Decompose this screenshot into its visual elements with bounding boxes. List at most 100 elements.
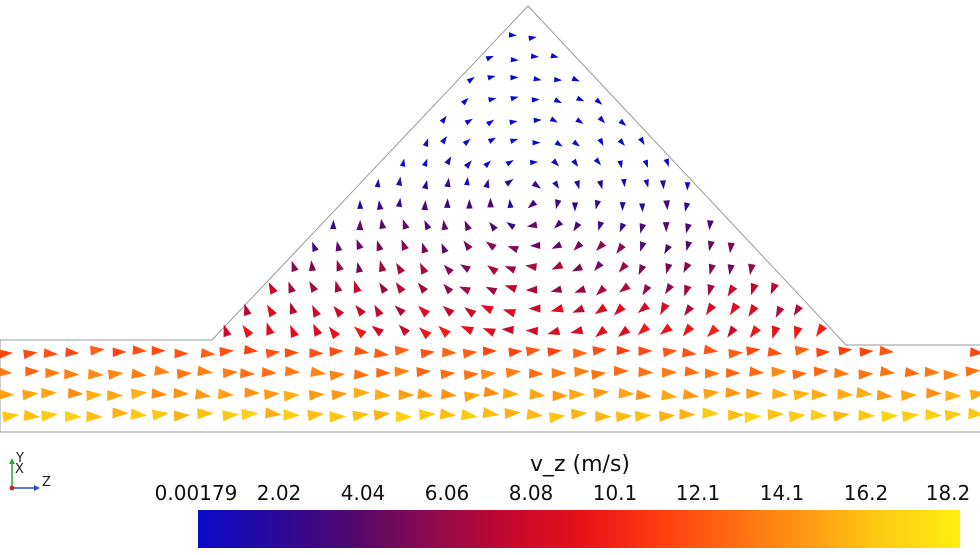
vector-glyph (729, 302, 741, 316)
vector-glyph (749, 366, 765, 377)
vector-glyph (575, 117, 584, 124)
vector-glyph (22, 389, 39, 401)
vector-glyph (551, 241, 563, 249)
vector-glyph (638, 136, 645, 145)
vector-glyph (793, 325, 803, 340)
vector-glyph (525, 263, 537, 271)
vector-glyph (0, 349, 14, 359)
vector-glyph (504, 178, 514, 187)
vector-glyph (746, 388, 763, 400)
vector-glyph (749, 325, 761, 339)
vector-glyph (613, 303, 626, 316)
vector-glyph (466, 199, 473, 209)
vector-glyph (616, 345, 631, 356)
vector-glyph (810, 409, 828, 421)
vector-glyph (334, 280, 343, 293)
vector-glyph (682, 323, 695, 337)
vector-glyph (811, 389, 828, 400)
vector-glyph (508, 347, 523, 358)
vector-glyph (23, 349, 38, 360)
axis-label-z: Z (42, 475, 51, 490)
vector-glyph (527, 199, 538, 209)
vector-glyph (396, 262, 406, 275)
axes-triad-icon (9, 458, 40, 491)
vector-glyph (684, 202, 691, 212)
vector-glyph (464, 176, 470, 186)
colorbar-gradient[interactable] (198, 510, 960, 548)
vector-glyph (398, 389, 415, 401)
vector-glyph (551, 158, 560, 167)
vector-glyph (750, 282, 759, 296)
vector-glyph (357, 199, 364, 209)
vector-glyph (460, 264, 471, 273)
vector-glyph (617, 138, 625, 146)
vector-glyph (682, 389, 699, 400)
vector-glyph (0, 366, 13, 377)
vector-glyph (592, 346, 608, 356)
vector-glyph (482, 407, 500, 419)
vector-glyph (462, 138, 471, 147)
vector-glyph (291, 260, 299, 273)
vector-glyph (635, 389, 652, 401)
vector-glyph (708, 263, 716, 275)
vector-glyph (569, 388, 586, 400)
vector-glyph (727, 264, 735, 276)
vector-glyph (707, 240, 715, 252)
vector-glyph (615, 411, 633, 423)
vector-glyph (507, 198, 514, 209)
vector-glyph (43, 348, 59, 359)
vector-glyph (509, 119, 518, 126)
vector-glyph (353, 387, 370, 399)
vector-glyph (748, 263, 756, 276)
vector-glyph (394, 345, 410, 356)
vector-glyph (617, 325, 631, 337)
vector-glyph (793, 304, 804, 317)
vector-glyph (480, 304, 494, 315)
vector-glyph (661, 389, 678, 401)
vector-glyph (705, 302, 717, 316)
vector-glyph (533, 117, 542, 124)
vector-glyph (552, 390, 569, 402)
vector-glyph (551, 368, 567, 379)
vector-glyph (463, 369, 480, 381)
vector-glyph (421, 242, 429, 254)
vector-glyph (131, 368, 147, 379)
vector-glyph (240, 368, 256, 379)
vector-glyph (767, 409, 785, 421)
vector-glyph (288, 281, 296, 294)
vector-glyph (510, 56, 519, 63)
vector-glyph (531, 97, 540, 103)
vector-glyph (510, 96, 519, 102)
vector-glyph (837, 388, 854, 400)
vector-glyph (395, 197, 403, 208)
vector-glyph (525, 326, 539, 336)
vector-glyph (151, 409, 170, 421)
vector-glyph (88, 368, 104, 380)
vector-glyph (770, 282, 779, 295)
vector-glyph (356, 261, 364, 274)
vector-glyph (268, 282, 278, 295)
vector-glyph (25, 366, 40, 377)
orientation-axes[interactable]: Y X Z (4, 450, 60, 500)
vector-glyph (488, 97, 497, 103)
vector-glyph (528, 368, 544, 379)
vector-glyph (926, 387, 942, 399)
vector-glyph (290, 324, 299, 339)
vector-glyph (943, 369, 960, 381)
vector-glyph (329, 346, 344, 357)
vector-glyph (597, 220, 605, 231)
vector-glyph (504, 408, 521, 420)
vector-glyph (485, 286, 498, 296)
vector-glyph (23, 409, 41, 422)
vector-glyph (441, 243, 449, 254)
vector-glyph (746, 346, 761, 356)
vector-glyph (283, 409, 301, 421)
vector-glyph (881, 410, 899, 423)
vector-glyph (551, 261, 564, 270)
vector-glyph (685, 223, 692, 234)
vector-glyph (151, 388, 168, 399)
vector-glyph (924, 366, 940, 377)
vector-glyph (813, 366, 829, 377)
